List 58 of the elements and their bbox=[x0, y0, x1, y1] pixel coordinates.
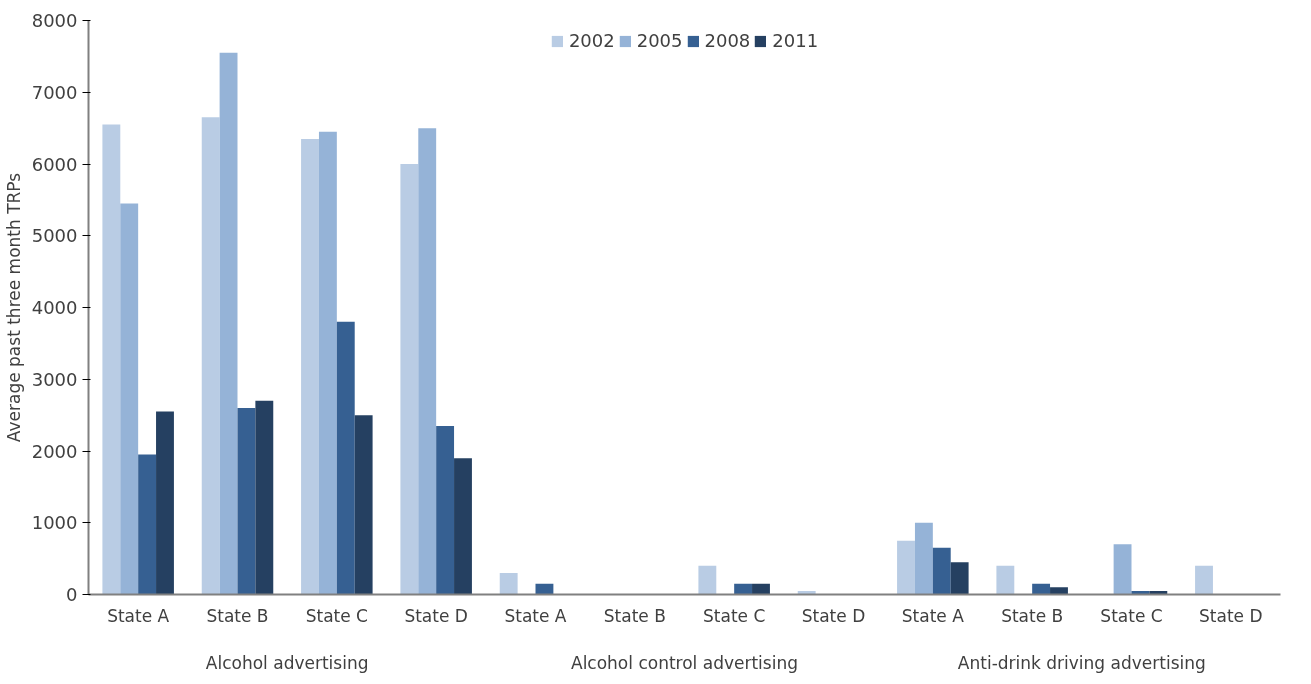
text: Alcohol control advertising bbox=[571, 652, 799, 673]
bar bbox=[336, 321, 355, 595]
bar bbox=[897, 540, 915, 595]
bar bbox=[436, 425, 455, 595]
x-tick-label: State D bbox=[1199, 605, 1263, 626]
bar bbox=[1032, 583, 1051, 595]
y-tick-label: 0 bbox=[66, 584, 78, 605]
bar bbox=[1050, 587, 1068, 595]
bar bbox=[698, 565, 717, 595]
bar bbox=[354, 415, 373, 595]
y-tick-label: 2000 bbox=[31, 440, 78, 462]
bar bbox=[1113, 544, 1132, 595]
bar bbox=[734, 583, 753, 595]
legend-label: 2008 bbox=[704, 30, 751, 51]
bar bbox=[120, 203, 139, 595]
bar bbox=[237, 407, 256, 595]
x-tick-label: State B bbox=[1001, 605, 1064, 626]
x-tick-label: State A bbox=[107, 605, 170, 626]
y-tick-label: 6000 bbox=[31, 153, 78, 175]
text: Alcohol advertising bbox=[205, 652, 369, 673]
y-axis-title: Average past three month TRPs bbox=[3, 172, 24, 443]
bar bbox=[499, 572, 518, 595]
y-tick-label: 3000 bbox=[31, 368, 78, 390]
bar bbox=[400, 164, 419, 595]
bar bbox=[932, 547, 951, 595]
bar bbox=[102, 124, 121, 595]
legend-label: 2011 bbox=[772, 30, 819, 51]
y-tick-label: 1000 bbox=[31, 512, 78, 534]
x-tick-label: State C bbox=[703, 605, 766, 626]
bar bbox=[138, 454, 157, 595]
x-tick-label: State D bbox=[801, 605, 866, 626]
bar bbox=[914, 522, 933, 595]
text: Anti-drink driving advertising bbox=[957, 652, 1206, 673]
bar bbox=[255, 400, 274, 595]
bar bbox=[318, 131, 337, 595]
bar bbox=[201, 117, 220, 595]
y-tick-label: 5000 bbox=[31, 225, 78, 247]
x-tick-label: State A bbox=[504, 605, 567, 626]
x-tick-label: State A bbox=[901, 605, 965, 626]
bar bbox=[301, 138, 319, 595]
legend-label: 2002 bbox=[568, 30, 615, 51]
x-tick-label: State B bbox=[603, 605, 666, 626]
bar bbox=[454, 458, 472, 595]
bar bbox=[219, 52, 238, 595]
bar bbox=[1195, 565, 1213, 595]
bar bbox=[950, 562, 969, 595]
bar bbox=[752, 583, 770, 595]
y-tick-label: 8000 bbox=[31, 10, 78, 31]
y-tick-label: 4000 bbox=[31, 297, 78, 318]
x-tick-label: State B bbox=[206, 605, 269, 626]
x-tick-label: State C bbox=[305, 605, 368, 626]
bar bbox=[996, 565, 1015, 595]
y-tick-label: 7000 bbox=[31, 81, 78, 103]
x-tick-label: State D bbox=[404, 605, 468, 626]
x-tick-label: State C bbox=[1100, 605, 1163, 626]
bar bbox=[418, 128, 437, 595]
bar bbox=[156, 411, 174, 595]
legend-label: 2005 bbox=[636, 30, 683, 51]
